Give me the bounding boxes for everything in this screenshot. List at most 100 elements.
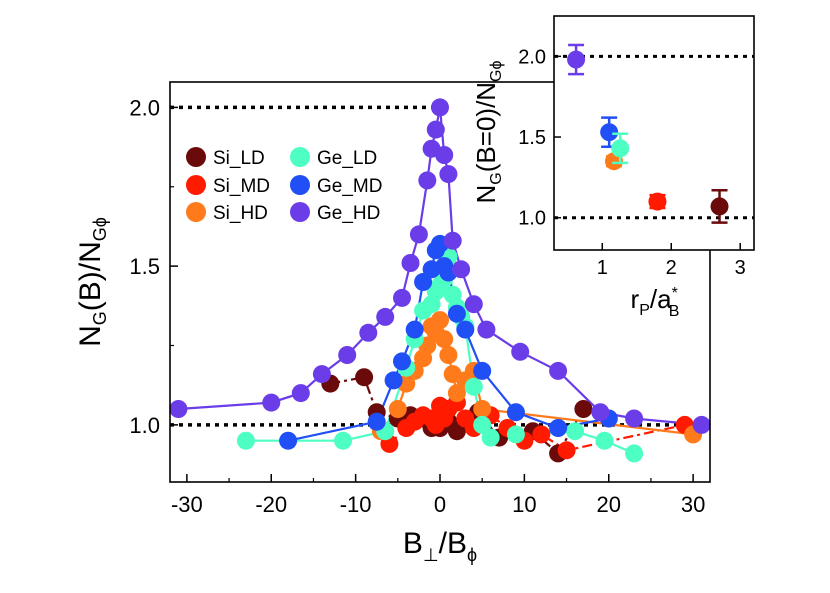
data-point-Si_HD — [388, 400, 407, 418]
data-point-Si_HD — [447, 384, 466, 403]
main-ticks: -30 -20 -10 0 10 20 30 1.0 1.5 2.0 — [129, 95, 705, 517]
inset-x-tick-label: 1 — [597, 257, 608, 279]
inset-background — [554, 16, 754, 250]
inset-x-tick-label: 2 — [666, 257, 677, 279]
legend: Si_LD Si_MD Si_HD Ge_LD Ge_MD Ge_HD — [186, 147, 382, 224]
main-y-axis-title: NG(B)/NGϕ — [74, 217, 110, 347]
legend-label: Si_MD — [213, 176, 270, 197]
data-point-Si_HD — [473, 400, 492, 418]
main-x-tick-label: 30 — [681, 492, 705, 517]
data-point-Ge_MD — [384, 371, 403, 390]
data-point-Ge_HD — [393, 288, 411, 307]
data-point-Ge_HD — [464, 295, 483, 314]
data-point-Si_LD — [355, 368, 374, 387]
data-point-Ge_HD — [549, 361, 568, 380]
legend-label: Ge_MD — [317, 176, 382, 197]
legend-marker — [290, 147, 310, 167]
legend-marker — [186, 202, 206, 222]
data-point-Ge_LD — [464, 377, 483, 396]
inset-y-axis-title: NG(B=0)/NGϕ — [471, 60, 505, 203]
legend-label: Ge_LD — [317, 148, 377, 169]
data-point-Ge_HD — [625, 409, 644, 428]
data-point-Ge_HD — [262, 393, 281, 412]
inset-marker — [710, 197, 729, 216]
data-point-Ge_HD — [439, 165, 458, 184]
data-point-Si_LD — [447, 422, 466, 441]
main-y-tick-label: 1.5 — [129, 254, 160, 279]
main-x-tick-label: 10 — [512, 492, 536, 517]
inset-point-Si_LD — [710, 189, 729, 224]
inset-series — [567, 43, 729, 224]
legend-item-Ge_MD: Ge_MD — [290, 175, 382, 197]
data-point-Si_MD — [557, 441, 576, 460]
inset-marker — [600, 123, 619, 142]
inset-plot: 1 2 3 1.0 1.5 2.0 — [518, 15, 755, 279]
data-point-Si_HD — [431, 311, 449, 330]
data-point-Ge_MD — [473, 361, 492, 380]
data-point-Ge_HD — [409, 225, 428, 244]
data-point-Ge_MD — [279, 431, 298, 450]
data-point-Ge_MD — [456, 320, 475, 339]
data-point-Ge_HD — [692, 415, 711, 434]
data-point-Ge_MD — [549, 419, 568, 437]
main-x-axis-title: B⊥/Bϕ — [403, 527, 477, 565]
data-point-Ge_HD — [418, 171, 437, 190]
data-point-Ge_LD — [566, 422, 584, 441]
legend-marker — [290, 202, 310, 222]
data-point-Si_HD — [439, 346, 458, 364]
legend-marker — [186, 175, 206, 195]
legend-item-Si_HD: Si_HD — [186, 202, 268, 224]
inset-x-tick-label: 3 — [735, 257, 746, 279]
data-point-Ge_HD — [452, 260, 471, 279]
main-x-tick-label: -30 — [171, 492, 203, 517]
data-point-Ge_LD — [334, 431, 352, 450]
data-point-Ge_LD — [473, 415, 492, 434]
data-point-Ge_LD — [625, 444, 644, 463]
data-point-Ge_MD — [447, 304, 466, 323]
data-point-Ge_MD — [405, 320, 424, 339]
inset-marker — [648, 192, 667, 211]
data-point-Ge_MD — [414, 273, 433, 291]
legend-label: Si_LD — [213, 148, 265, 169]
main-plot: -30 -20 -10 0 10 20 30 1.0 1.5 2.0 — [129, 81, 711, 517]
inset-point-Si_MD — [648, 192, 667, 211]
data-point-Ge_LD — [506, 425, 525, 444]
main-x-tick-label: -10 — [340, 492, 372, 517]
legend-item-Ge_HD: Ge_HD — [290, 202, 380, 224]
data-point-Ge_HD — [435, 146, 454, 164]
main-x-tick-label: 0 — [434, 492, 446, 517]
data-point-Ge_HD — [431, 98, 449, 117]
inset-y-tick-label: 1.5 — [518, 127, 546, 149]
main-y-tick-label: 1.0 — [129, 413, 160, 438]
data-point-Si_MD — [532, 425, 551, 444]
data-point-Ge_MD — [393, 352, 411, 371]
data-point-Ge_LD — [595, 431, 614, 450]
legend-label: Ge_HD — [317, 203, 380, 224]
inset-point-Ge_HD — [567, 43, 586, 76]
data-point-Ge_HD — [169, 400, 188, 418]
main-y-tick-label: 2.0 — [129, 95, 160, 120]
legend-marker — [186, 147, 206, 167]
legend-item-Si_MD: Si_MD — [186, 175, 270, 197]
data-point-Si_LD — [574, 400, 593, 418]
data-point-Ge_HD — [376, 307, 395, 326]
inset-point-Ge_LD — [611, 132, 630, 165]
inset-reference-lines — [554, 54, 754, 220]
inset-x-axis-title: rP/a* B — [631, 284, 680, 320]
data-point-Ge_HD — [511, 342, 530, 361]
data-point-Ge_LD — [236, 431, 255, 450]
data-point-Ge_HD — [291, 384, 310, 403]
inset-y-tick-label: 2.0 — [518, 46, 546, 68]
legend-item-Ge_LD: Ge_LD — [290, 147, 377, 169]
data-point-Ge_HD — [312, 365, 331, 384]
data-point-Ge_HD — [477, 320, 496, 339]
data-point-Ge_MD — [367, 412, 386, 431]
legend-item-Si_LD: Si_LD — [186, 147, 265, 169]
legend-marker — [290, 175, 310, 195]
main-x-tick-label: -20 — [255, 492, 287, 517]
inset-plot-frame — [553, 15, 755, 251]
data-point-Si_HD — [435, 330, 454, 349]
data-point-Ge_HD — [591, 403, 610, 422]
data-point-Ge_HD — [426, 120, 445, 139]
